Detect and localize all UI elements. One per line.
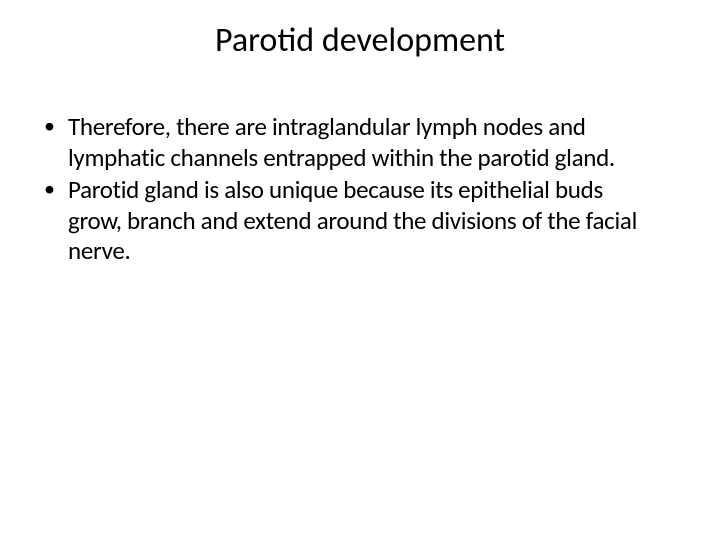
bullet-item: Therefore, there are intraglandular lymp… [40,112,660,173]
slide: Parotid development Therefore, there are… [0,0,720,540]
slide-body: Therefore, there are intraglandular lymp… [40,112,660,269]
bullet-list: Therefore, there are intraglandular lymp… [40,112,660,267]
bullet-item: Parotid gland is also unique because its… [40,175,660,267]
slide-title: Parotid development [0,20,720,61]
